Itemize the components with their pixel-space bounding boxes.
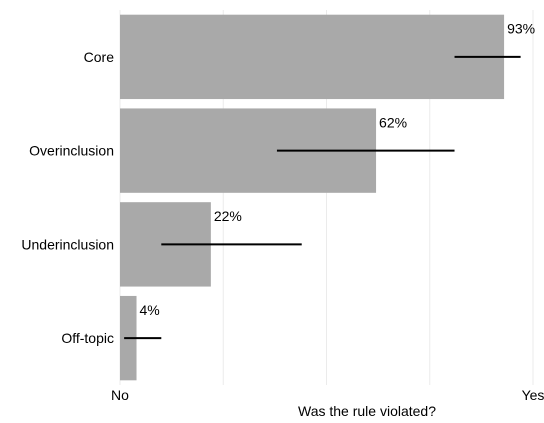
x-tick-label-yes: Yes (522, 387, 544, 403)
category-label-off-topic: Off-topic (61, 330, 114, 346)
category-label-underinclusion: Underinclusion (21, 236, 114, 252)
value-label-core: 93% (507, 21, 535, 37)
category-label-overinclusion: Overinclusion (29, 143, 114, 159)
x-axis-title: Was the rule violated? (298, 403, 436, 419)
value-labels: 93% 62% 22% 4% (140, 21, 536, 318)
category-labels: Core Overinclusion Underinclusion Off-topic (21, 49, 114, 346)
bar-core (120, 14, 505, 100)
x-tick-label-no: No (111, 387, 129, 403)
value-label-underinclusion: 22% (214, 208, 242, 224)
value-label-overinclusion: 62% (379, 114, 407, 130)
bars (120, 14, 505, 381)
category-label-core: Core (84, 49, 115, 65)
error-bars (124, 55, 521, 340)
x-tick-labels: No Yes (111, 387, 544, 403)
value-label-off-topic: 4% (140, 302, 160, 318)
